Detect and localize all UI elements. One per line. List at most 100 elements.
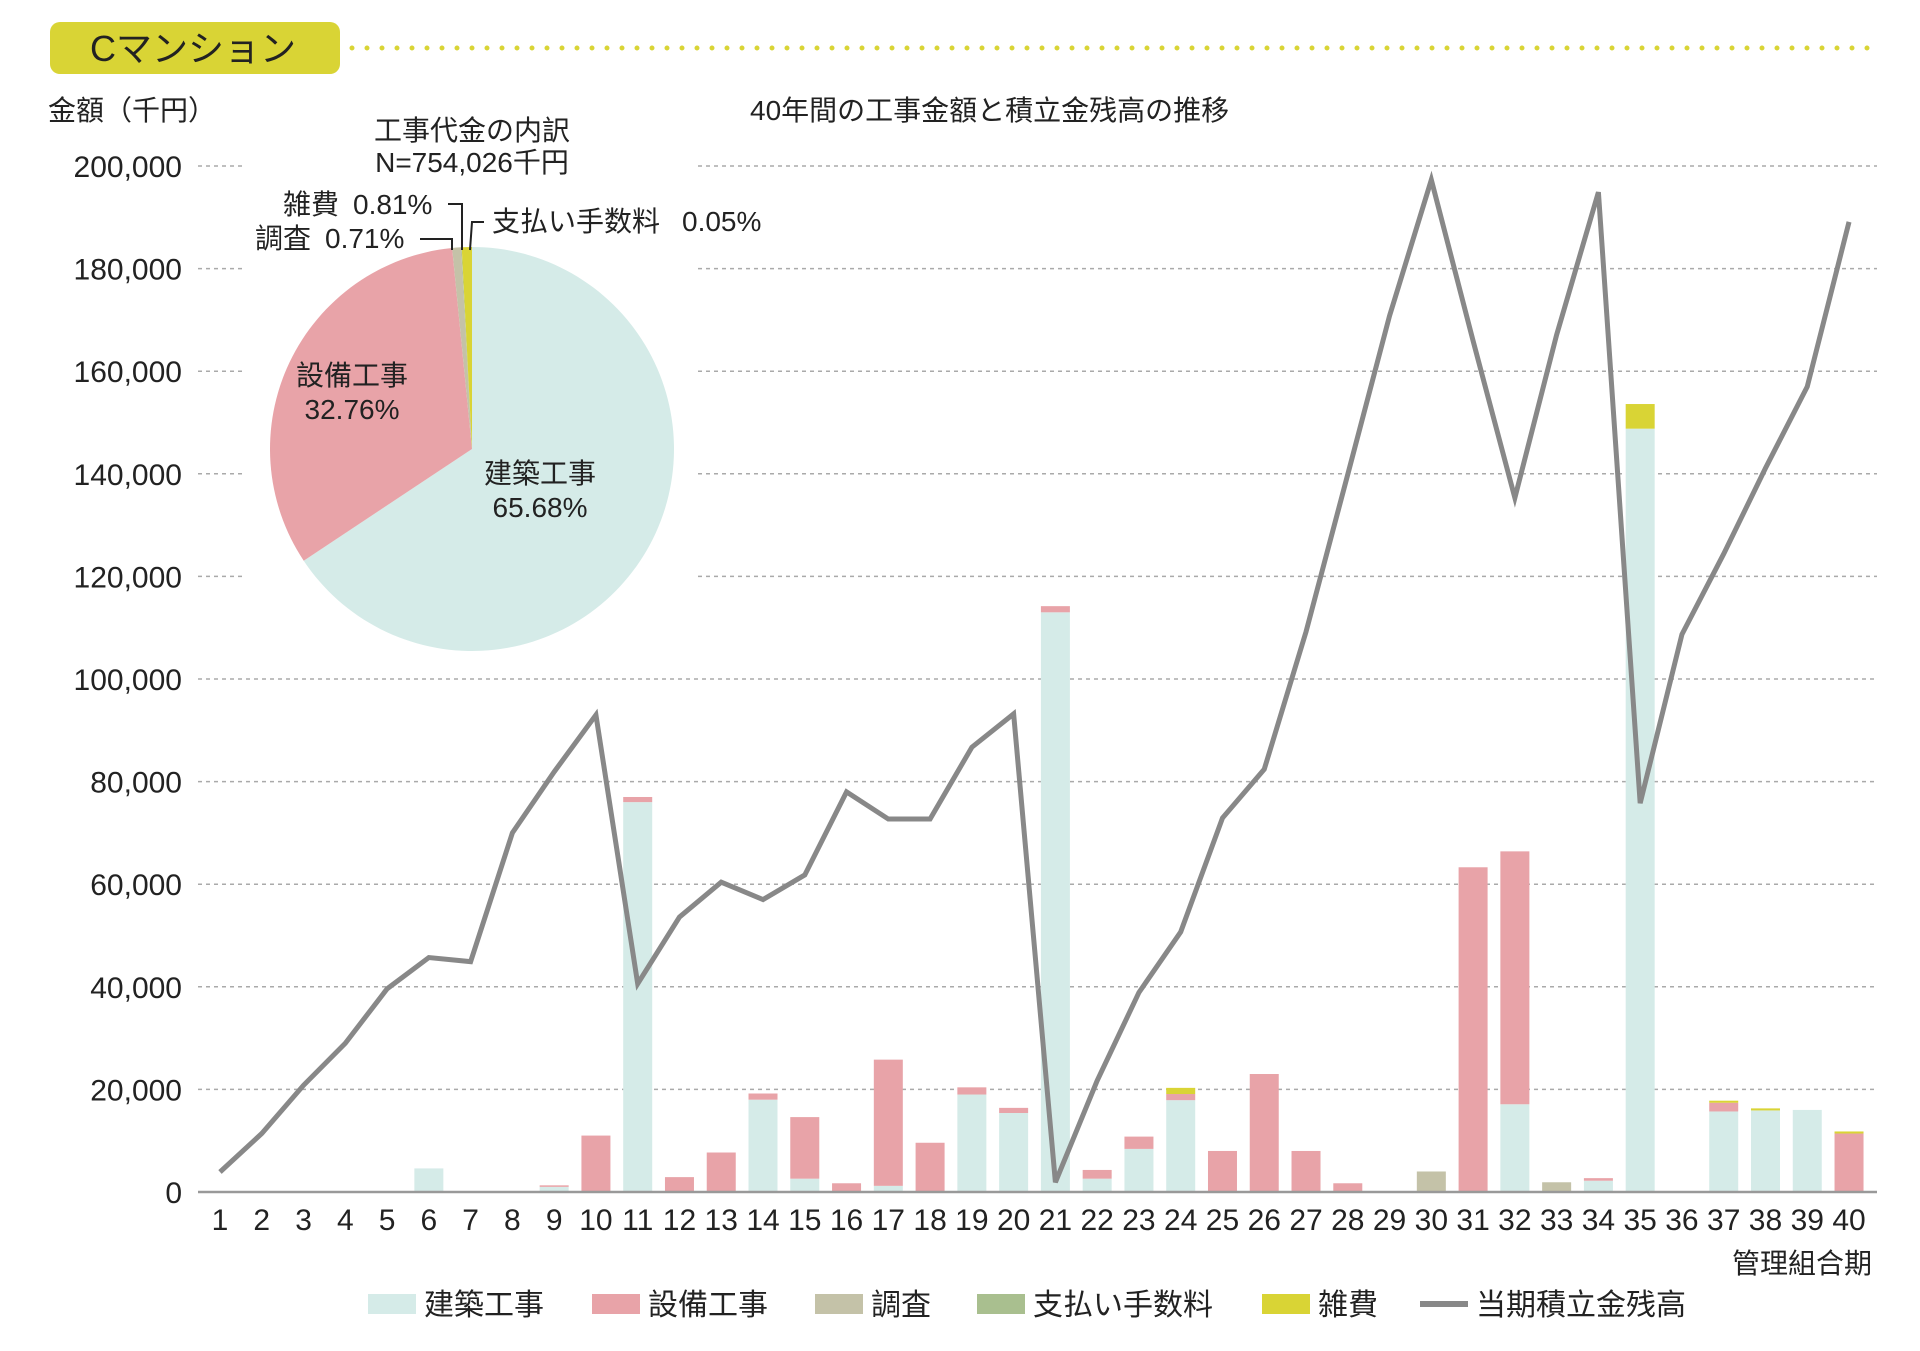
x-tick-label: 24 bbox=[1164, 1204, 1197, 1237]
x-tick-label: 39 bbox=[1791, 1204, 1824, 1237]
legend-swatch bbox=[977, 1294, 1025, 1314]
x-tick-label: 18 bbox=[913, 1204, 946, 1237]
x-tick-label: 12 bbox=[663, 1204, 696, 1237]
bar-segment bbox=[1124, 1149, 1153, 1192]
bar-segment bbox=[1793, 1110, 1822, 1192]
x-tick-label: 5 bbox=[379, 1204, 396, 1237]
bar-segment bbox=[1166, 1088, 1195, 1094]
bar-segment bbox=[540, 1185, 569, 1187]
bar-segment bbox=[1500, 851, 1529, 1104]
x-tick-label: 14 bbox=[746, 1204, 779, 1237]
pie-leader-line bbox=[448, 204, 462, 250]
bar-segment bbox=[874, 1060, 903, 1186]
bar-segment bbox=[1041, 606, 1070, 612]
bar-segment bbox=[1709, 1101, 1738, 1103]
bar-segment bbox=[1751, 1108, 1780, 1110]
y-tick-label: 140,000 bbox=[74, 459, 182, 492]
bar-segment bbox=[1584, 1178, 1613, 1181]
bar-segment bbox=[1166, 1100, 1195, 1192]
legend-label: 支払い手数料 bbox=[1033, 1289, 1213, 1322]
bar-segment bbox=[790, 1179, 819, 1192]
bar-segment bbox=[749, 1094, 778, 1100]
y-tick-label: 100,000 bbox=[74, 664, 182, 697]
legend-label: 雑費 bbox=[1318, 1289, 1378, 1322]
bar-segment bbox=[1333, 1183, 1362, 1192]
x-tick-label: 20 bbox=[997, 1204, 1030, 1237]
x-tick-label: 8 bbox=[504, 1204, 521, 1237]
bar-segment bbox=[1417, 1171, 1446, 1192]
pie-label-name: 支払い手数料 bbox=[492, 206, 660, 237]
legend-label: 建築工事 bbox=[424, 1289, 544, 1322]
x-tick-label: 38 bbox=[1749, 1204, 1782, 1237]
legend-swatch bbox=[815, 1294, 863, 1314]
pie-label-name: 雑費 bbox=[283, 189, 339, 220]
bar-segment bbox=[1041, 612, 1070, 1192]
bar-segment bbox=[749, 1100, 778, 1192]
chart-title: 40年間の工事金額と積立金残高の推移 bbox=[750, 95, 1229, 126]
bar-segment bbox=[916, 1143, 945, 1192]
x-tick-label: 11 bbox=[622, 1204, 653, 1237]
x-tick-label: 13 bbox=[705, 1204, 738, 1237]
x-tick-label: 4 bbox=[337, 1204, 354, 1237]
pie-label-name: 調査 bbox=[255, 223, 311, 254]
bar-segment bbox=[1835, 1134, 1864, 1192]
x-tick-label: 36 bbox=[1665, 1204, 1698, 1237]
legend-label: 当期積立金残高 bbox=[1476, 1289, 1686, 1322]
bar-segment bbox=[1835, 1131, 1864, 1133]
pie-label-name: 設備工事 bbox=[296, 360, 408, 391]
header-tag: Cマンション bbox=[50, 22, 1880, 74]
x-tick-label: 19 bbox=[955, 1204, 988, 1237]
bar-segment bbox=[623, 797, 652, 802]
x-tick-label: 21 bbox=[1039, 1204, 1072, 1237]
x-tick-label: 40 bbox=[1832, 1204, 1865, 1237]
y-tick-label: 180,000 bbox=[74, 254, 182, 287]
bar-segment bbox=[1208, 1151, 1237, 1192]
bar-segment bbox=[790, 1117, 819, 1179]
x-tick-label: 1 bbox=[212, 1204, 229, 1237]
y-axis-label: 金額（千円） bbox=[48, 95, 216, 126]
pie-leader-line bbox=[470, 222, 484, 250]
legend-swatch bbox=[368, 1294, 416, 1314]
bar-segment bbox=[1124, 1137, 1153, 1149]
bar-segment bbox=[623, 802, 652, 1192]
y-tick-label: 80,000 bbox=[90, 767, 182, 800]
bar-segment bbox=[1542, 1182, 1571, 1192]
x-tick-label: 29 bbox=[1373, 1204, 1406, 1237]
pie-label-value: 32.76% bbox=[305, 394, 400, 425]
x-tick-label: 33 bbox=[1540, 1204, 1573, 1237]
legend-swatch bbox=[1262, 1294, 1310, 1314]
legend-swatch bbox=[592, 1294, 640, 1314]
x-tick-label: 17 bbox=[872, 1204, 905, 1237]
bar-segment bbox=[957, 1095, 986, 1192]
bar-segment bbox=[999, 1113, 1028, 1192]
bar-segment bbox=[1250, 1074, 1279, 1192]
x-tick-label: 7 bbox=[462, 1204, 479, 1237]
pie-label-name: 建築工事 bbox=[484, 458, 596, 489]
x-tick-label: 34 bbox=[1582, 1204, 1615, 1237]
bar-segment bbox=[581, 1136, 610, 1192]
y-tick-label: 200,000 bbox=[74, 151, 182, 184]
x-tick-label: 25 bbox=[1206, 1204, 1239, 1237]
x-axis-label: 管理組合期 bbox=[1732, 1248, 1872, 1279]
y-tick-label: 0 bbox=[165, 1177, 182, 1210]
pie-label-value: 0.05% bbox=[682, 206, 761, 237]
bar-segment bbox=[1166, 1094, 1195, 1100]
bar-segment bbox=[1083, 1170, 1112, 1179]
x-tick-label: 6 bbox=[421, 1204, 438, 1237]
legend-label: 設備工事 bbox=[648, 1289, 768, 1322]
x-tick-label: 3 bbox=[295, 1204, 312, 1237]
bar-segment bbox=[414, 1168, 443, 1192]
bar-segment bbox=[1626, 404, 1655, 429]
x-tick-label: 31 bbox=[1456, 1204, 1489, 1237]
y-tick-label: 60,000 bbox=[90, 869, 182, 902]
legend-label: 調査 bbox=[871, 1289, 931, 1322]
x-tick-label: 23 bbox=[1122, 1204, 1155, 1237]
x-tick-label: 35 bbox=[1623, 1204, 1656, 1237]
header-tag-text: Cマンション bbox=[90, 28, 296, 69]
pie-total: N=754,026千円 bbox=[375, 147, 569, 178]
x-tick-label: 27 bbox=[1289, 1204, 1322, 1237]
bar-segment bbox=[1751, 1110, 1780, 1192]
pie-leader-line bbox=[420, 239, 452, 250]
x-tick-label: 37 bbox=[1707, 1204, 1740, 1237]
